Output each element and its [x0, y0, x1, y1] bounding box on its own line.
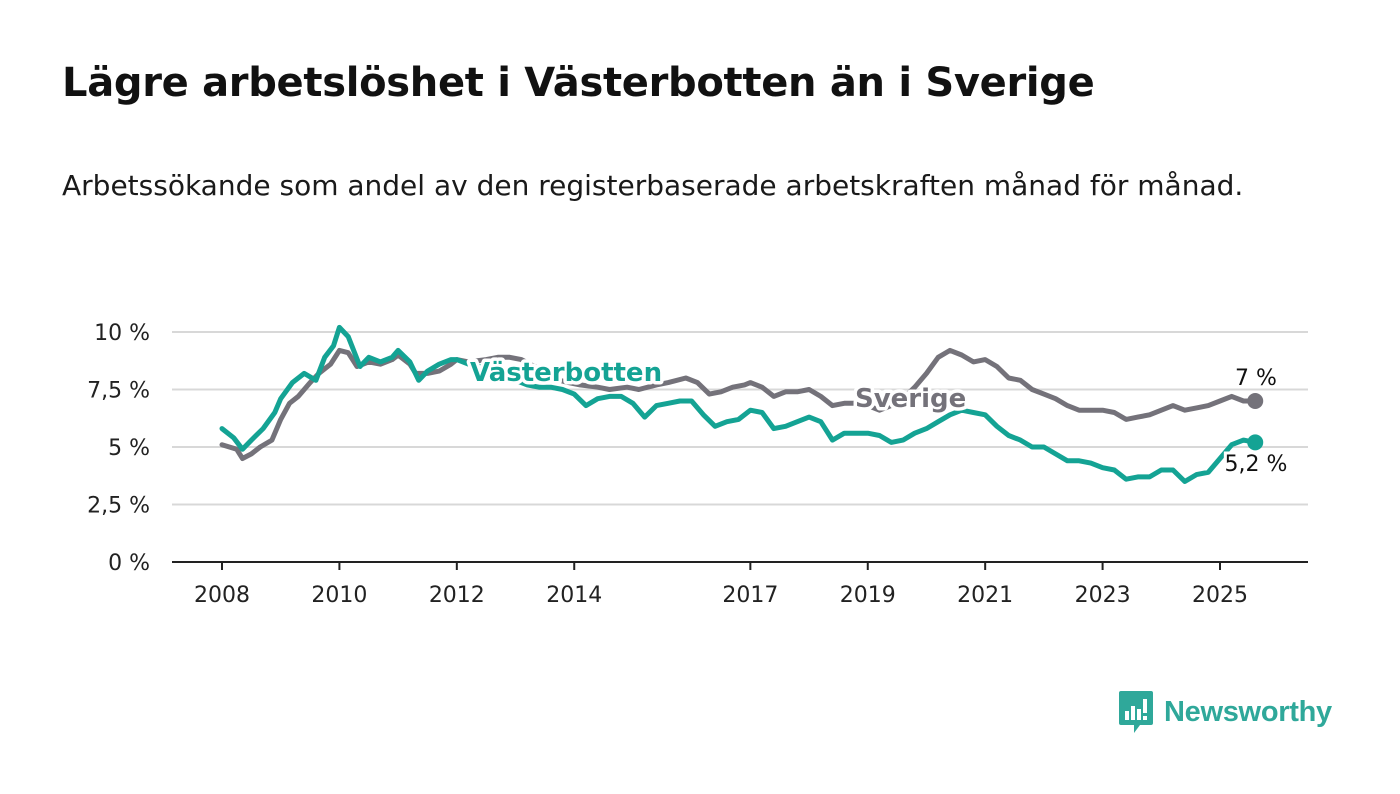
x-axis: 2008 2010 2012 2014 2017 2019 2021 2023 2025	[172, 561, 1308, 608]
series-end-point	[1247, 434, 1264, 451]
x-tick-label: 2017	[722, 583, 778, 608]
bar-chart-speech-bubble-icon	[1119, 691, 1153, 733]
x-tick-label: 2019	[840, 583, 896, 608]
newsworthy-logo: Newsworthy	[1118, 688, 1332, 736]
y-tick-label: 7,5 %	[87, 379, 150, 404]
x-tick-label: 2023	[1075, 583, 1131, 608]
series-line-sverige	[219, 347, 1258, 461]
end-label-sverige: 7 %	[1235, 366, 1277, 391]
gridlines	[172, 331, 1308, 506]
brand-name: Newsworthy	[1164, 695, 1332, 728]
series-label-vasterbotten: Västerbotten	[470, 358, 662, 388]
series-end-point	[1247, 393, 1264, 409]
x-tick-label: 2010	[311, 583, 367, 608]
series-line-vasterbotten	[219, 324, 1258, 484]
x-tick-label: 2014	[546, 583, 602, 608]
x-tick-label: 2025	[1192, 583, 1248, 608]
y-tick-label: 5 %	[108, 436, 150, 461]
series-labels: Västerbotten Sverige 7 % 5,2 %	[467, 355, 1291, 481]
x-tick-label: 2008	[194, 583, 250, 608]
y-axis-tick-labels: 0 % 2,5 % 5 % 7,5 % 10 %	[87, 321, 150, 576]
series-label-sverige: Sverige	[855, 384, 966, 414]
series-lines	[219, 324, 1264, 484]
y-tick-label: 10 %	[94, 321, 150, 346]
end-label-vasterbotten: 5,2 %	[1225, 452, 1288, 477]
chart-subtitle: Arbetssökande som andel av den registerb…	[62, 169, 1244, 202]
x-tick-label: 2021	[957, 583, 1013, 608]
chart-title: Lägre arbetslöshet i Västerbotten än i S…	[62, 60, 1095, 106]
y-tick-label: 0 %	[108, 551, 150, 576]
y-tick-label: 2,5 %	[87, 494, 150, 519]
x-tick-label: 2012	[429, 583, 485, 608]
